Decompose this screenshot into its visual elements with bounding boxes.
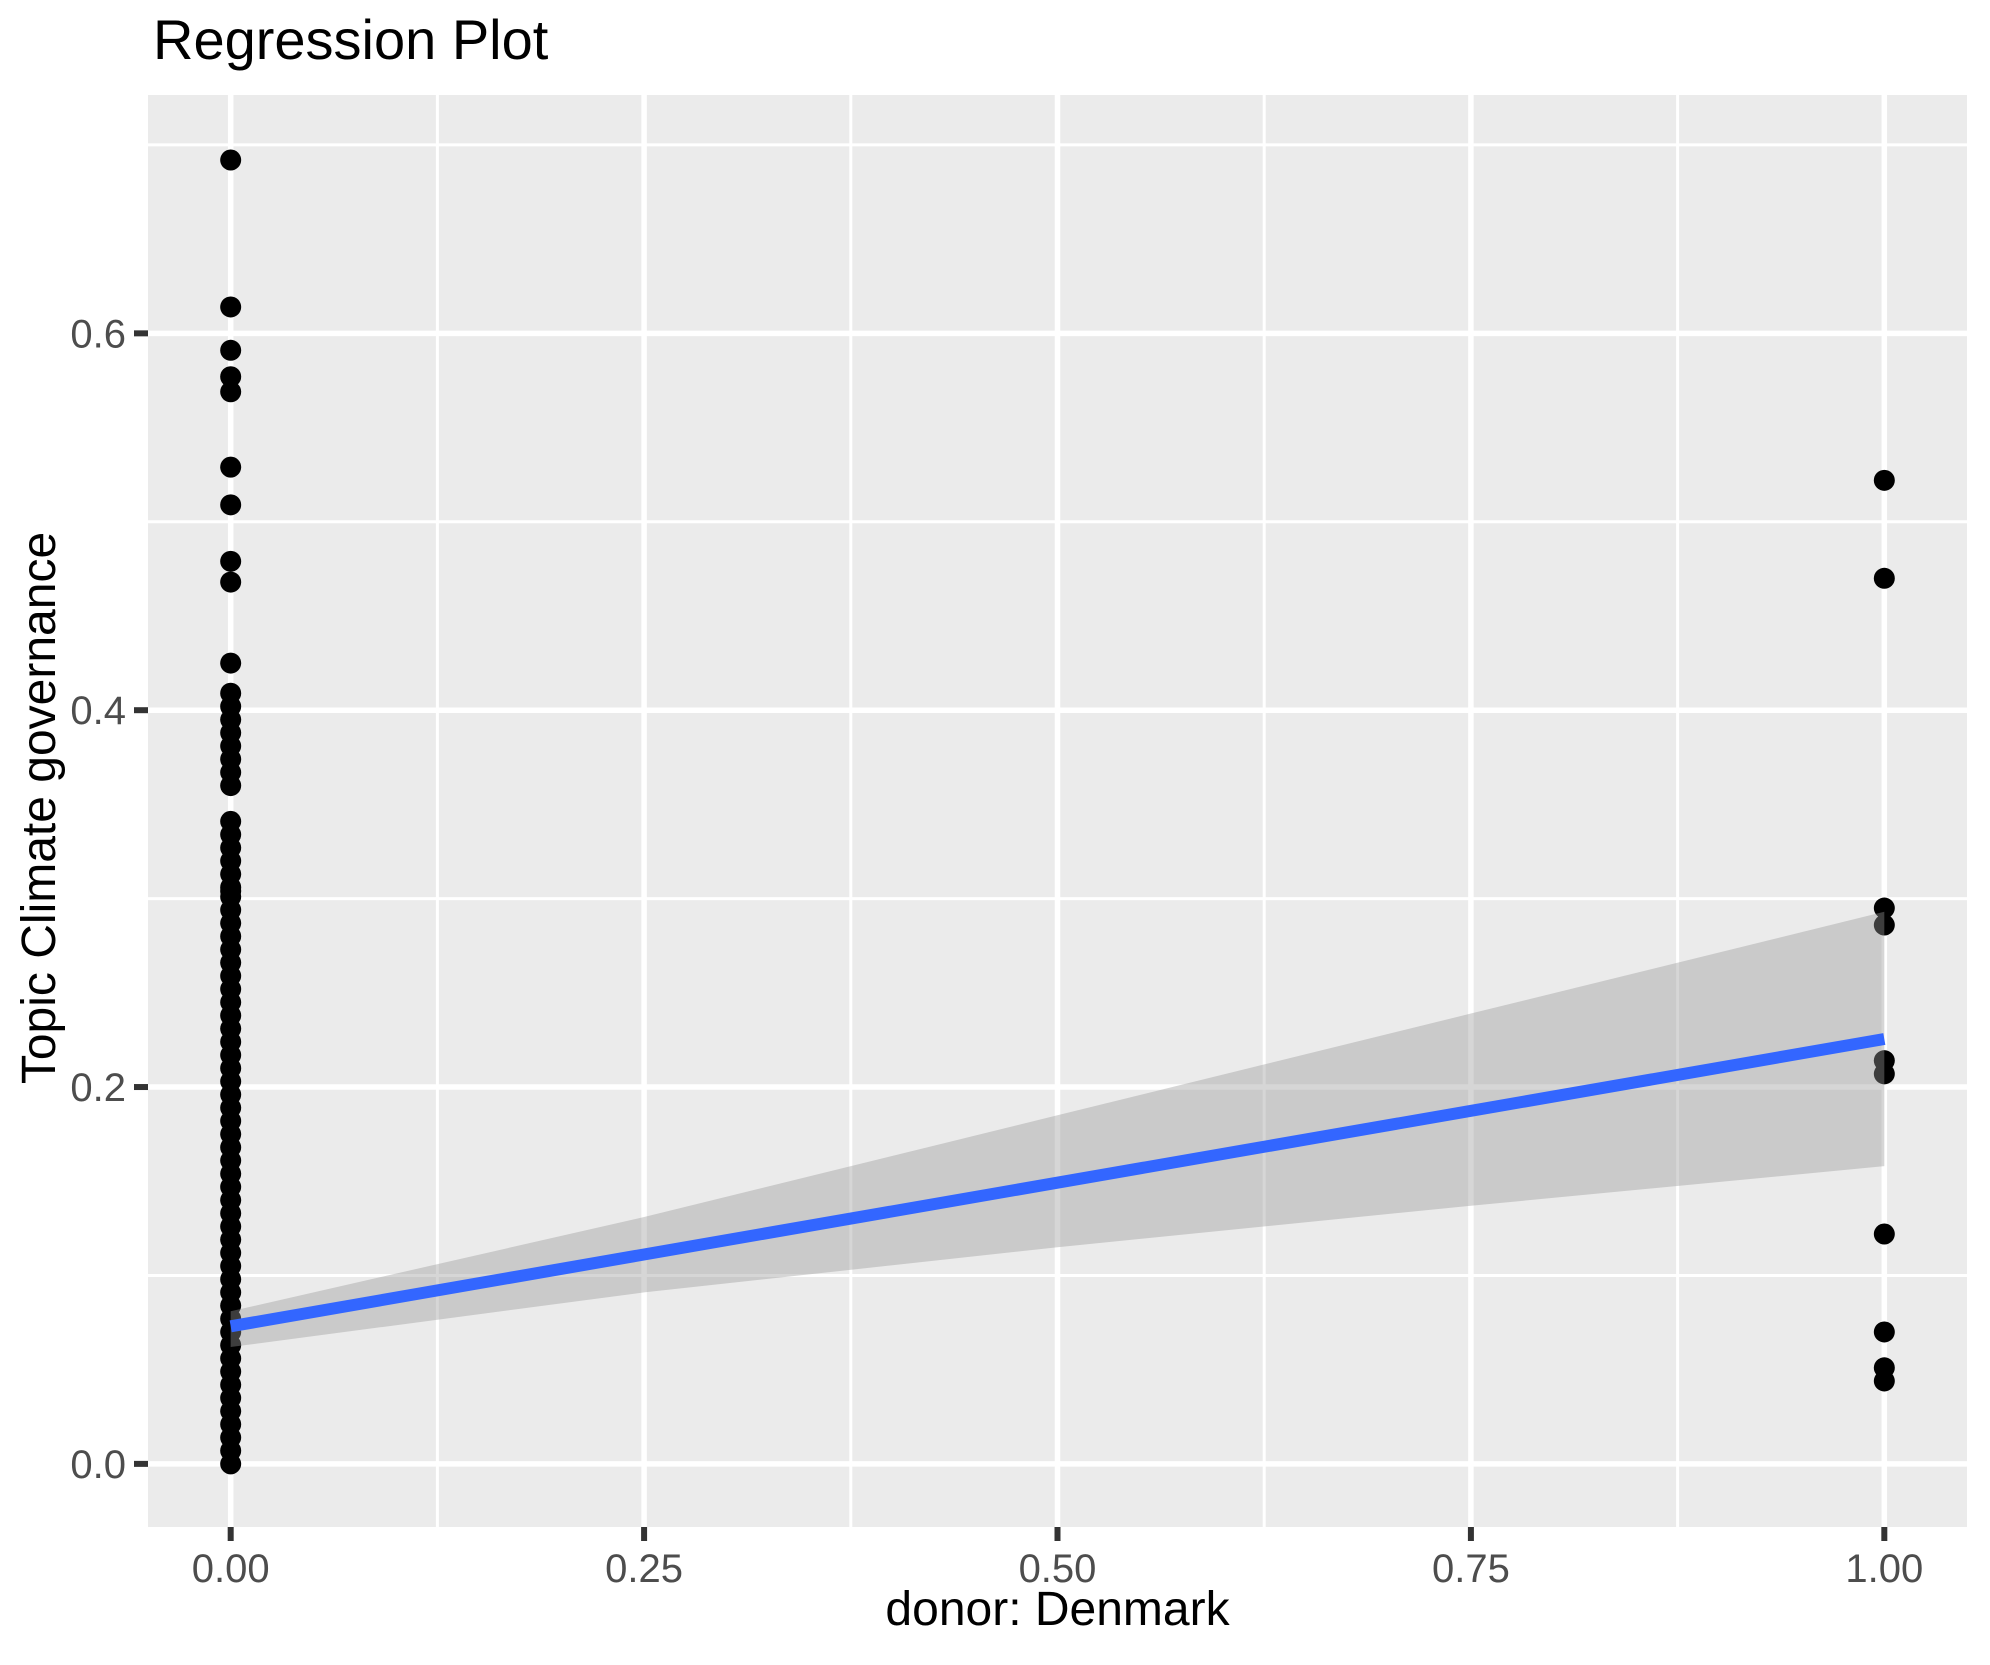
y-tick-label: 0.2 [70,1066,126,1110]
data-point [220,494,242,516]
data-point [1873,914,1895,936]
data-point [220,366,242,388]
plot-title: Regression Plot [153,8,549,71]
data-point [220,339,242,361]
gridlines-major [148,95,1967,1527]
data-point [1873,469,1895,491]
data-point [220,296,242,318]
data-point [1873,897,1895,919]
data-point [1873,1223,1895,1245]
data-point [220,810,242,832]
x-tick-label: 0.25 [605,1547,683,1591]
data-point [220,456,242,478]
data-point [220,381,242,403]
x-tick-label: 1.00 [1845,1547,1923,1591]
x-axis-title: donor: Denmark [885,1583,1230,1636]
y-axis-title: Topic Climate governance [13,531,66,1085]
confidence-band [230,911,1885,1348]
data-point [1873,1063,1895,1085]
scatter-points [220,149,1895,1475]
data-point [1873,1370,1895,1392]
data-point [220,550,242,572]
y-tick-label: 0.4 [70,689,126,733]
data-point [220,571,242,593]
axis-tick-labels: 0.00 0.25 0.50 0.75 1.00 0.0 0.2 0.4 0.6 [70,312,1923,1591]
x-tick-label: 0.50 [1019,1547,1097,1591]
data-point [1873,567,1895,589]
data-point [1873,1321,1895,1343]
data-point [220,682,242,704]
axis-tick-marks [134,330,1888,1541]
y-tick-label: 0.6 [70,312,126,356]
data-point [220,652,242,674]
data-point [220,149,242,171]
y-tick-label: 0.0 [70,1443,126,1487]
regression-line [229,1033,1886,1333]
x-tick-label: 0.75 [1432,1547,1510,1591]
data-point [220,880,242,902]
x-tick-label: 0.00 [192,1547,270,1591]
